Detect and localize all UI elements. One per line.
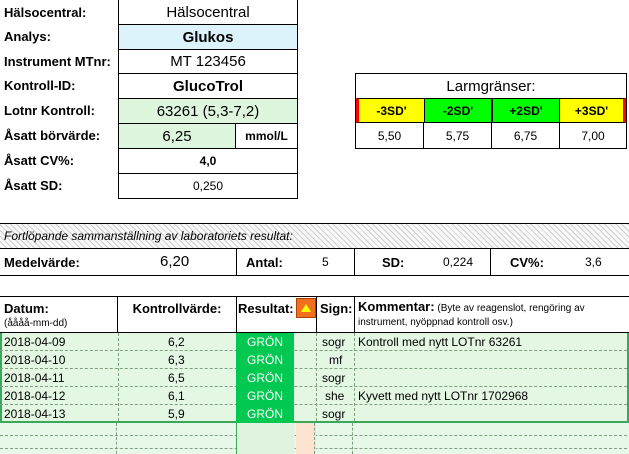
sd-label: SD: [382,255,405,270]
header-kommentar-hint: (Byte av reagenslot, rengöring av instru… [358,303,585,328]
table-row[interactable]: 2018-04-09 6,2 GRÖN sogr Kontroll med ny… [0,333,627,351]
row-date: 2018-04-11 [4,371,65,385]
label-borvarde: Åsatt börvärde: [4,128,101,143]
row-result: GRÖN [236,333,294,351]
cv-label: CV%: [510,255,544,270]
row-sign: mf [329,353,343,367]
row-value: 6,1 [168,389,185,403]
value-cv: 4,0 [118,148,298,174]
medel-label: Medelvärde: [4,255,80,270]
value-lotnr[interactable]: 63261 (5,3-7,2) [118,98,298,124]
table-row[interactable]: 2018-04-10 6,3 GRÖN mf [0,351,627,369]
unit-borvarde: mmol/L [235,123,298,149]
row-date: 2018-04-10 [4,353,66,367]
col-divider-3 [316,333,317,421]
label-cv: Åsatt CV%: [4,153,75,168]
cv-value: 3,6 [585,255,602,269]
antal-label: Antal: [246,255,283,270]
row-result: GRÖN [236,405,294,423]
alarm-header-plus3: +3SD' [560,98,626,123]
summary-title-row: Fortlöpande sammanställning av laborator… [0,223,629,249]
empty-col-divider-4 [352,423,353,454]
row-comment: Kontroll med nytt LOTnr 63261 [358,335,523,349]
alarm-value-plus2: 6,75 [492,123,560,148]
empty-result-cell [236,423,294,454]
summary-divider-1 [236,249,237,276]
row-sign: she [325,389,345,403]
row-sign: sogr [322,335,346,349]
value-analys[interactable]: Glukos [118,24,298,50]
summary-divider-2 [354,249,355,276]
label-lotnr: Lotnr Kontroll: [4,103,95,118]
filter-arrow-icon [301,304,311,312]
row-result: GRÖN [236,351,294,369]
row-sign: sogr [322,407,346,421]
label-sd: Åsatt SD: [4,178,63,193]
row-value: 6,2 [168,335,185,349]
label-instrument: Instrument MTnr: [4,53,111,69]
summary-title: Fortlöpande sammanställning av laborator… [4,229,293,243]
alarm-header-minus3: -3SD' [356,98,424,123]
empty-filter-cell [296,423,316,454]
header-datum-cell: Datum: (åååå-mm-dd) [0,297,118,333]
row-value: 5,9 [168,407,185,421]
row-comment: Kyvett med nytt LOTnr 1702968 [358,389,529,403]
label-analys: Analys: [4,29,51,44]
table-body [0,333,629,423]
header-sign: Sign: [320,301,353,316]
alarm-header-minus2: -2SD' [424,98,492,123]
empty-col-divider-3 [314,423,315,454]
alarm-box: Larmgränser: -3SD' -2SD' +2SD' +3SD' 5,5… [355,73,627,149]
table-row[interactable]: 2018-04-11 6,5 GRÖN sogr [0,369,627,387]
value-borvarde[interactable]: 6,25 [118,123,236,149]
header-kommentar: Kommentar: [358,299,435,314]
header-divider-1 [236,297,237,333]
row-result: GRÖN [236,387,294,405]
label-halsocentral: Hälsocentral: [4,4,87,20]
value-kontroll-id[interactable]: GlucoTrol [118,73,298,99]
empty-rows [0,423,629,454]
alarm-value-plus3: 7,00 [581,128,605,143]
header-datum-format: (åååå-mm-dd) [4,318,68,329]
header-datum: Datum: [4,301,49,316]
summary-divider-3 [490,249,491,276]
header-kommentar-cell: Kommentar: (Byte av reagenslot, rengörin… [358,300,626,330]
header-divider-2 [316,297,317,333]
sd-value: 0,224 [443,255,474,269]
info-block: Hälsocentral: Analys: Instrument MTnr: K… [0,0,300,198]
row-value: 6,3 [168,353,185,367]
table-row[interactable]: 2018-04-13 5,9 GRÖN sogr [0,405,627,423]
row-date: 2018-04-13 [4,407,66,421]
header-divider-3 [354,297,355,333]
value-instrument[interactable]: MT 123456 [118,49,298,74]
alarm-title: Larmgränser: [446,77,536,95]
table-row[interactable]: 2018-04-12 6,1 GRÖN she Kyvett med nytt … [0,387,627,405]
summary-values-row: Medelvärde: 6,20 Antal: 5 SD: 0,224 CV%:… [0,249,629,276]
row-result: GRÖN [236,369,294,387]
col-divider-4 [354,333,355,421]
table-header: Datum: (åååå-mm-dd) Kontrollvärde: Resul… [0,296,629,333]
row-date: 2018-04-09 [4,335,66,349]
label-kontroll-id: Kontroll-ID: [4,78,76,93]
header-kontrollvarde: Kontrollvärde: [132,301,222,316]
alarm-value-minus2: 5,75 [424,123,492,148]
antal-value: 5 [322,255,329,269]
value-halsocentral[interactable]: Hälsocentral [118,0,298,25]
filter-button[interactable] [296,298,316,318]
alarm-value-minus3: 5,50 [356,123,424,148]
row-value: 6,5 [168,371,185,385]
header-resultat: Resultat: [238,301,294,316]
row-sign: sogr [322,371,346,385]
empty-col-divider-1 [116,423,117,454]
alarm-header-plus2: +2SD' [492,98,560,123]
row-date: 2018-04-12 [4,389,66,403]
value-sd: 0,250 [118,173,298,199]
medel-value: 6,20 [160,253,190,270]
results-table: Datum: (åååå-mm-dd) Kontrollvärde: Resul… [0,296,629,454]
col-divider-1 [118,333,119,421]
